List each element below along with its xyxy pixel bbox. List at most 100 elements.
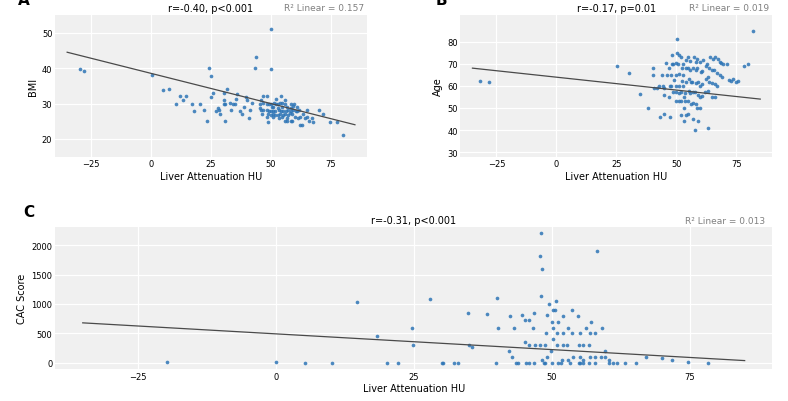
Y-axis label: Age: Age bbox=[433, 77, 443, 96]
Point bbox=[504, 313, 516, 319]
Point bbox=[265, 112, 277, 119]
Point bbox=[269, 112, 281, 119]
Point bbox=[533, 342, 546, 348]
Title: r=-0.31, p<0.001: r=-0.31, p<0.001 bbox=[371, 216, 456, 226]
Point bbox=[556, 330, 569, 337]
Text: R² Linear = 0.013: R² Linear = 0.013 bbox=[685, 216, 765, 225]
Point bbox=[265, 101, 277, 108]
Point bbox=[705, 94, 718, 101]
Point bbox=[702, 88, 715, 95]
Point bbox=[668, 77, 681, 84]
Point bbox=[707, 57, 719, 63]
Point bbox=[217, 91, 230, 97]
Point bbox=[541, 312, 554, 318]
Point bbox=[682, 66, 695, 72]
Point bbox=[254, 101, 266, 108]
Point bbox=[317, 111, 329, 117]
Point bbox=[257, 94, 269, 100]
Point bbox=[267, 112, 280, 118]
Point bbox=[331, 119, 344, 126]
Point bbox=[642, 106, 655, 112]
Point bbox=[673, 72, 686, 79]
Text: R² Linear = 0.157: R² Linear = 0.157 bbox=[284, 4, 364, 13]
Point bbox=[666, 61, 678, 68]
Text: A: A bbox=[18, 0, 29, 8]
Point bbox=[704, 55, 716, 61]
Point bbox=[157, 87, 169, 93]
Point bbox=[461, 310, 474, 317]
X-axis label: Liver Attenuation HU: Liver Attenuation HU bbox=[565, 172, 667, 182]
Point bbox=[680, 57, 693, 64]
Point bbox=[307, 119, 320, 126]
Point bbox=[294, 115, 307, 121]
Point bbox=[584, 354, 597, 360]
Point bbox=[677, 72, 690, 79]
Point bbox=[663, 94, 675, 101]
Point bbox=[706, 68, 719, 74]
Point bbox=[701, 360, 714, 366]
Point bbox=[508, 324, 521, 331]
Point bbox=[286, 118, 299, 125]
Point bbox=[491, 295, 504, 302]
Point bbox=[701, 126, 714, 132]
Point bbox=[274, 101, 287, 107]
Point bbox=[291, 104, 303, 111]
Point bbox=[546, 324, 559, 331]
Point bbox=[436, 360, 448, 366]
Point bbox=[669, 99, 682, 105]
Point bbox=[491, 324, 504, 331]
Point bbox=[686, 101, 699, 107]
Point bbox=[253, 105, 266, 111]
Point bbox=[279, 98, 292, 104]
Point bbox=[660, 61, 672, 67]
Point bbox=[278, 101, 291, 108]
Point bbox=[407, 342, 420, 348]
Point bbox=[658, 86, 671, 92]
Point bbox=[287, 104, 299, 110]
Point bbox=[709, 94, 722, 101]
Point bbox=[651, 85, 663, 92]
Point bbox=[281, 105, 294, 111]
Point bbox=[299, 360, 311, 366]
Point bbox=[683, 68, 696, 74]
Point bbox=[640, 354, 652, 360]
Point bbox=[684, 91, 697, 97]
Point bbox=[229, 101, 241, 108]
Point bbox=[675, 90, 687, 96]
Point bbox=[279, 118, 292, 124]
Point bbox=[661, 73, 674, 79]
Point bbox=[549, 307, 562, 313]
Point bbox=[590, 248, 603, 255]
Point bbox=[732, 79, 745, 85]
Point bbox=[287, 108, 299, 114]
Point bbox=[527, 324, 540, 331]
Point bbox=[690, 57, 703, 63]
Point bbox=[527, 360, 540, 366]
Point bbox=[672, 53, 685, 59]
Point bbox=[611, 63, 623, 69]
Point bbox=[727, 77, 739, 83]
Point bbox=[562, 324, 574, 331]
Point bbox=[594, 354, 607, 360]
Point bbox=[262, 109, 275, 115]
Point bbox=[233, 108, 246, 114]
Point bbox=[238, 104, 251, 111]
Point bbox=[536, 266, 548, 272]
Point bbox=[682, 112, 695, 118]
Title: r=-0.40, p<0.001: r=-0.40, p<0.001 bbox=[169, 4, 254, 14]
Point bbox=[466, 344, 479, 350]
Point bbox=[574, 360, 586, 366]
Point bbox=[274, 94, 287, 100]
Point bbox=[489, 360, 502, 366]
Point bbox=[585, 319, 597, 325]
Point bbox=[266, 104, 279, 110]
Point bbox=[146, 73, 158, 79]
Point bbox=[666, 53, 678, 59]
Point bbox=[545, 360, 558, 366]
Point bbox=[225, 108, 237, 114]
Point bbox=[730, 79, 743, 86]
Point bbox=[554, 360, 567, 366]
Point bbox=[667, 62, 679, 68]
Point bbox=[266, 109, 279, 115]
Point bbox=[602, 360, 615, 366]
